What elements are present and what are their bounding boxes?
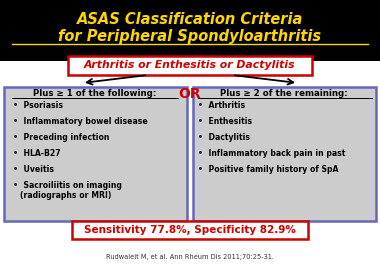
FancyBboxPatch shape [72,221,308,239]
Text: (radiographs or MRI): (radiographs or MRI) [20,191,111,199]
Text: •  HLA-B27: • HLA-B27 [13,150,61,158]
FancyBboxPatch shape [193,87,376,221]
Text: Arthritis or Enthesitis or Dactylitis: Arthritis or Enthesitis or Dactylitis [84,61,296,71]
Text: •  Enthesitis: • Enthesitis [198,117,252,126]
FancyBboxPatch shape [68,56,312,75]
Text: •  Preceding infection: • Preceding infection [13,133,109,143]
Text: •  Uveitis: • Uveitis [13,165,54,174]
Text: •  Sacroiliitis on imaging: • Sacroiliitis on imaging [13,182,122,191]
Text: •  Dactylitis: • Dactylitis [198,133,250,143]
Text: ASAS Classification Criteria: ASAS Classification Criteria [77,13,303,28]
Text: Plus ≥ 2 of the remaining:: Plus ≥ 2 of the remaining: [220,90,348,98]
Text: •  Arthritis: • Arthritis [198,102,245,110]
FancyBboxPatch shape [4,87,187,221]
Text: •  Psoriasis: • Psoriasis [13,102,63,110]
Text: Sensitivity 77.8%, Specificity 82.9%: Sensitivity 77.8%, Specificity 82.9% [84,225,296,235]
Text: for Peripheral Spondyloarthritis: for Peripheral Spondyloarthritis [59,30,321,44]
Text: •  Inflammatory bowel disease: • Inflammatory bowel disease [13,117,148,126]
Text: •  Inflammatory back pain in past: • Inflammatory back pain in past [198,150,345,158]
Text: OR: OR [179,87,201,101]
Text: Rudwaleit M, et al. Ann Rheum Dis 2011;70:25-31.: Rudwaleit M, et al. Ann Rheum Dis 2011;7… [106,254,274,260]
Text: Plus ≥ 1 of the following:: Plus ≥ 1 of the following: [33,90,157,98]
Text: •  Positive family history of SpA: • Positive family history of SpA [198,165,339,174]
FancyBboxPatch shape [0,0,380,61]
